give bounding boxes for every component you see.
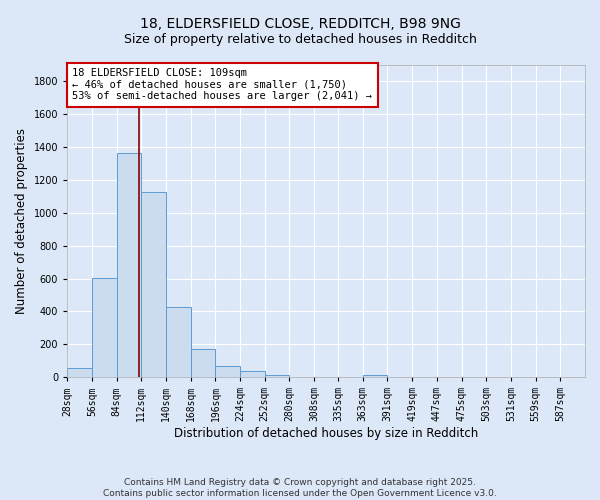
Bar bbox=[363, 374, 388, 377]
Bar bbox=[92, 278, 116, 377]
X-axis label: Distribution of detached houses by size in Redditch: Distribution of detached houses by size … bbox=[174, 427, 478, 440]
Bar bbox=[166, 308, 191, 377]
Bar bbox=[265, 374, 289, 377]
Bar bbox=[240, 372, 265, 377]
Bar bbox=[142, 192, 166, 377]
Bar bbox=[215, 366, 240, 377]
Y-axis label: Number of detached properties: Number of detached properties bbox=[15, 128, 28, 314]
Text: Contains HM Land Registry data © Crown copyright and database right 2025.
Contai: Contains HM Land Registry data © Crown c… bbox=[103, 478, 497, 498]
Text: Size of property relative to detached houses in Redditch: Size of property relative to detached ho… bbox=[124, 32, 476, 46]
Bar bbox=[191, 349, 215, 377]
Text: 18 ELDERSFIELD CLOSE: 109sqm
← 46% of detached houses are smaller (1,750)
53% of: 18 ELDERSFIELD CLOSE: 109sqm ← 46% of de… bbox=[73, 68, 373, 102]
Text: 18, ELDERSFIELD CLOSE, REDDITCH, B98 9NG: 18, ELDERSFIELD CLOSE, REDDITCH, B98 9NG bbox=[140, 18, 460, 32]
Bar bbox=[116, 153, 142, 377]
Bar bbox=[67, 368, 92, 377]
